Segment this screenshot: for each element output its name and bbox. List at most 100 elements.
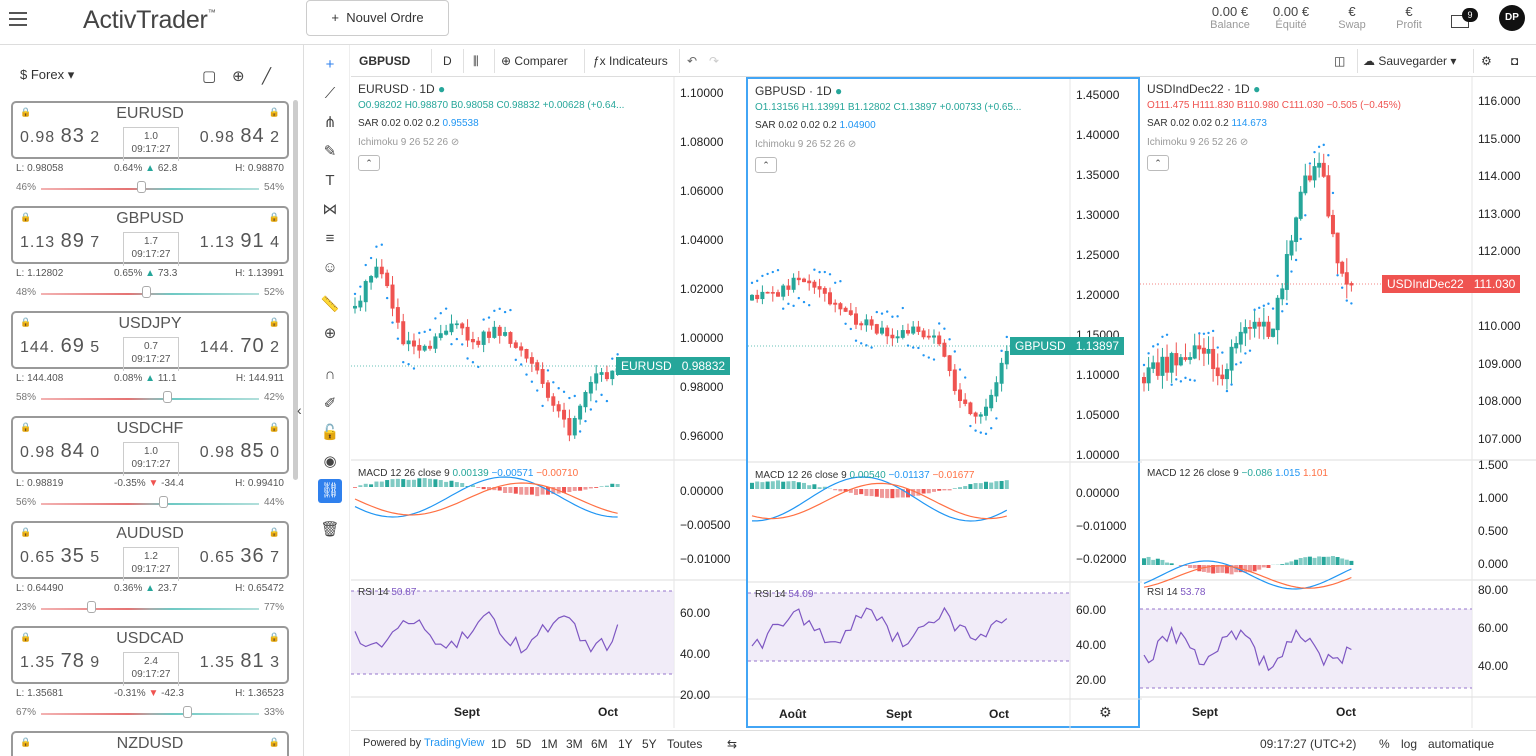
draw-icon[interactable]: ╱ <box>262 68 272 85</box>
brush-icon[interactable]: ✎ <box>323 143 337 160</box>
chart-panel-eurusd[interactable]: EURUSD · 1D ● O0.98202 H0.98870 B0.98058 … <box>351 77 746 728</box>
redo-icon[interactable]: ↷ <box>709 54 720 68</box>
sar-dot <box>808 304 811 307</box>
candle-type-icon[interactable]: ⫼ <box>473 54 479 68</box>
layout-icon[interactable]: ▢ <box>202 68 217 85</box>
instrument-card-usdchf[interactable]: 🔒 🔒 USDCHF 0.98 84 0 0.98 85 0 1.0 09:17:… <box>11 416 289 476</box>
range-5d[interactable]: 5D <box>516 737 532 751</box>
range-toutes[interactable]: Toutes <box>667 737 703 751</box>
save-button[interactable]: ☁ Sauvegarder ▾ <box>1363 54 1457 68</box>
ruler-icon[interactable]: 📏 <box>320 296 340 313</box>
tradingview-link[interactable]: TradingView <box>423 737 485 749</box>
panel-title[interactable]: GBPUSD · 1D ● <box>755 84 843 98</box>
interval-button[interactable]: D <box>443 54 452 68</box>
sar-dot <box>854 339 858 342</box>
collapse-legend-button[interactable]: ⌃ <box>1147 155 1169 171</box>
macd-bar <box>750 482 754 489</box>
candle <box>1201 347 1206 354</box>
ask-price[interactable]: 1.35 81 3 <box>199 650 280 672</box>
instrument-card-nzdusd[interactable]: 🔒 🔒 NZDUSD <box>11 731 289 756</box>
rsi-legend[interactable]: RSI 14 50.87 <box>358 587 417 598</box>
bid-price[interactable]: 0.65 35 5 <box>20 545 101 567</box>
candle <box>854 313 858 325</box>
panel-title[interactable]: EURUSD · 1D ● <box>358 82 446 96</box>
ask-price[interactable]: 0.98 85 0 <box>199 440 280 462</box>
trendline-icon[interactable]: ⟋ <box>324 85 336 102</box>
instrument-card-eurusd[interactable]: 🔒 🔒 EURUSD 0.98 83 2 0.98 84 2 1.0 09:17:… <box>11 101 289 161</box>
prediction-icon[interactable]: ≡ <box>325 230 335 247</box>
range-1d[interactable]: 1D <box>491 737 507 751</box>
menu-icon[interactable] <box>9 12 27 26</box>
fib-icon[interactable]: ⋔ <box>323 114 337 131</box>
macd-bar <box>1317 556 1322 565</box>
emoji-icon[interactable]: ☺ <box>322 259 338 276</box>
date-range-icon[interactable]: ⇆ <box>727 737 738 751</box>
ask-price[interactable]: 1.13 91 4 <box>199 230 280 252</box>
sar-legend[interactable]: SAR 0.02 0.02 0.2 114.673 <box>1147 118 1267 129</box>
compare-button[interactable]: ⊕ Comparer <box>501 54 568 68</box>
auto-toggle[interactable]: automatique <box>1428 737 1495 751</box>
crosshair-icon[interactable]: + <box>325 56 335 73</box>
range-1m[interactable]: 1M <box>541 737 558 751</box>
log-toggle[interactable]: log <box>1401 737 1418 751</box>
ichimoku-legend[interactable]: Ichimoku 9 26 52 26 ⊘ <box>358 137 460 148</box>
bid-price[interactable]: 1.13 89 7 <box>20 230 101 252</box>
macd-legend[interactable]: MACD 12 26 close 9 0.00540 −0.01137 −0.0… <box>755 470 975 481</box>
chart-panel-usdind[interactable]: USDIndDec22 · 1D ● O111.475 H111.830 B110… <box>1140 77 1536 728</box>
ask-price[interactable]: 144. 70 2 <box>199 335 280 357</box>
range-6m[interactable]: 6M <box>591 737 608 751</box>
collapse-sidebar-icon[interactable]: ‹ <box>297 402 302 418</box>
zoom-icon[interactable]: ⊕ <box>232 68 245 85</box>
bid-price[interactable]: 144. 69 5 <box>20 335 101 357</box>
symbol-search[interactable]: GBPUSD <box>359 54 411 68</box>
magnet-icon[interactable]: ∩ <box>324 366 336 383</box>
macd-legend[interactable]: MACD 12 26 close 9 0.00139 −0.00571 −0.0… <box>358 468 579 479</box>
rsi-legend[interactable]: RSI 14 53.78 <box>1147 587 1206 598</box>
sar-legend[interactable]: SAR 0.02 0.02 0.2 0.95538 <box>358 118 479 129</box>
category-select[interactable]: $ Forex ▾ <box>20 67 75 82</box>
trash-icon[interactable]: 🗑 <box>320 521 340 538</box>
lock-icon[interactable]: 🔓 <box>320 424 340 441</box>
pattern-icon[interactable]: ⋈ <box>322 201 338 218</box>
range-1y[interactable]: 1Y <box>618 737 633 751</box>
bid-price[interactable]: 0.98 84 0 <box>20 440 101 462</box>
rsi-legend[interactable]: RSI 14 54.09 <box>755 589 814 600</box>
new-order-button[interactable]: + Nouvel Ordre <box>306 0 449 36</box>
percent-toggle[interactable]: % <box>1379 737 1390 751</box>
instrument-card-audusd[interactable]: 🔒 🔒 AUDUSD 0.65 35 5 0.65 36 7 1.2 09:17:… <box>11 521 289 581</box>
ask-price[interactable]: 0.65 36 7 <box>199 545 280 567</box>
instrument-card-usdjpy[interactable]: 🔒 🔒 USDJPY 144. 69 5 144. 70 2 0.7 09:17:… <box>11 311 289 371</box>
macd-legend[interactable]: MACD 12 26 close 9 −0.086 1.015 1.101 <box>1147 468 1328 479</box>
settings-icon[interactable]: ⚙ <box>1481 54 1492 68</box>
ichimoku-legend[interactable]: Ichimoku 9 26 52 26 ⊘ <box>755 139 857 150</box>
zoom-in-icon[interactable]: ⊕ <box>323 325 337 342</box>
undo-icon[interactable]: ↶ <box>687 54 698 68</box>
instrument-card-gbpusd[interactable]: 🔒 🔒 GBPUSD 1.13 89 7 1.13 91 4 1.7 09:17:… <box>11 206 289 266</box>
collapse-legend-button[interactable]: ⌃ <box>755 157 777 173</box>
profit-stat[interactable]: € Profit <box>1396 4 1422 31</box>
macd-bar <box>1303 557 1308 565</box>
sentiment-knob <box>141 286 151 298</box>
text-icon[interactable]: T <box>325 172 335 189</box>
avatar[interactable]: DP <box>1499 5 1525 31</box>
range-5y[interactable]: 5Y <box>642 737 657 751</box>
instrument-card-usdcad[interactable]: 🔒 🔒 USDCAD 1.35 78 9 1.35 81 3 2.4 09:17:… <box>11 626 289 686</box>
macd-bar <box>1197 565 1202 572</box>
collapse-legend-button[interactable]: ⌃ <box>358 155 380 171</box>
ichimoku-legend[interactable]: Ichimoku 9 26 52 26 ⊘ <box>1147 137 1249 148</box>
bid-price[interactable]: 1.35 78 9 <box>20 650 101 672</box>
settings-icon[interactable]: ⚙ <box>1099 704 1112 720</box>
range-3m[interactable]: 3M <box>566 737 583 751</box>
link-icon[interactable]: ⛓ <box>318 479 342 503</box>
eye-icon[interactable]: ◉ <box>323 453 337 470</box>
layout-select-icon[interactable]: ◫ <box>1334 54 1346 68</box>
sidebar-scrollbar[interactable] <box>293 100 298 480</box>
ask-price[interactable]: 0.98 84 2 <box>199 125 280 147</box>
indicators-button[interactable]: ƒx Indicateurs <box>593 54 668 68</box>
bid-price[interactable]: 0.98 83 2 <box>20 125 101 147</box>
camera-icon[interactable]: ◘ <box>1511 54 1519 68</box>
lock-drawing-icon[interactable]: ✐ <box>323 395 337 412</box>
chart-panel-gbpusd[interactable]: GBPUSD · 1D ● O1.13156 H1.13991 B1.12802 … <box>746 77 1142 730</box>
sar-legend[interactable]: SAR 0.02 0.02 0.2 1.04900 <box>755 120 876 131</box>
panel-title[interactable]: USDIndDec22 · 1D ● <box>1147 82 1261 96</box>
